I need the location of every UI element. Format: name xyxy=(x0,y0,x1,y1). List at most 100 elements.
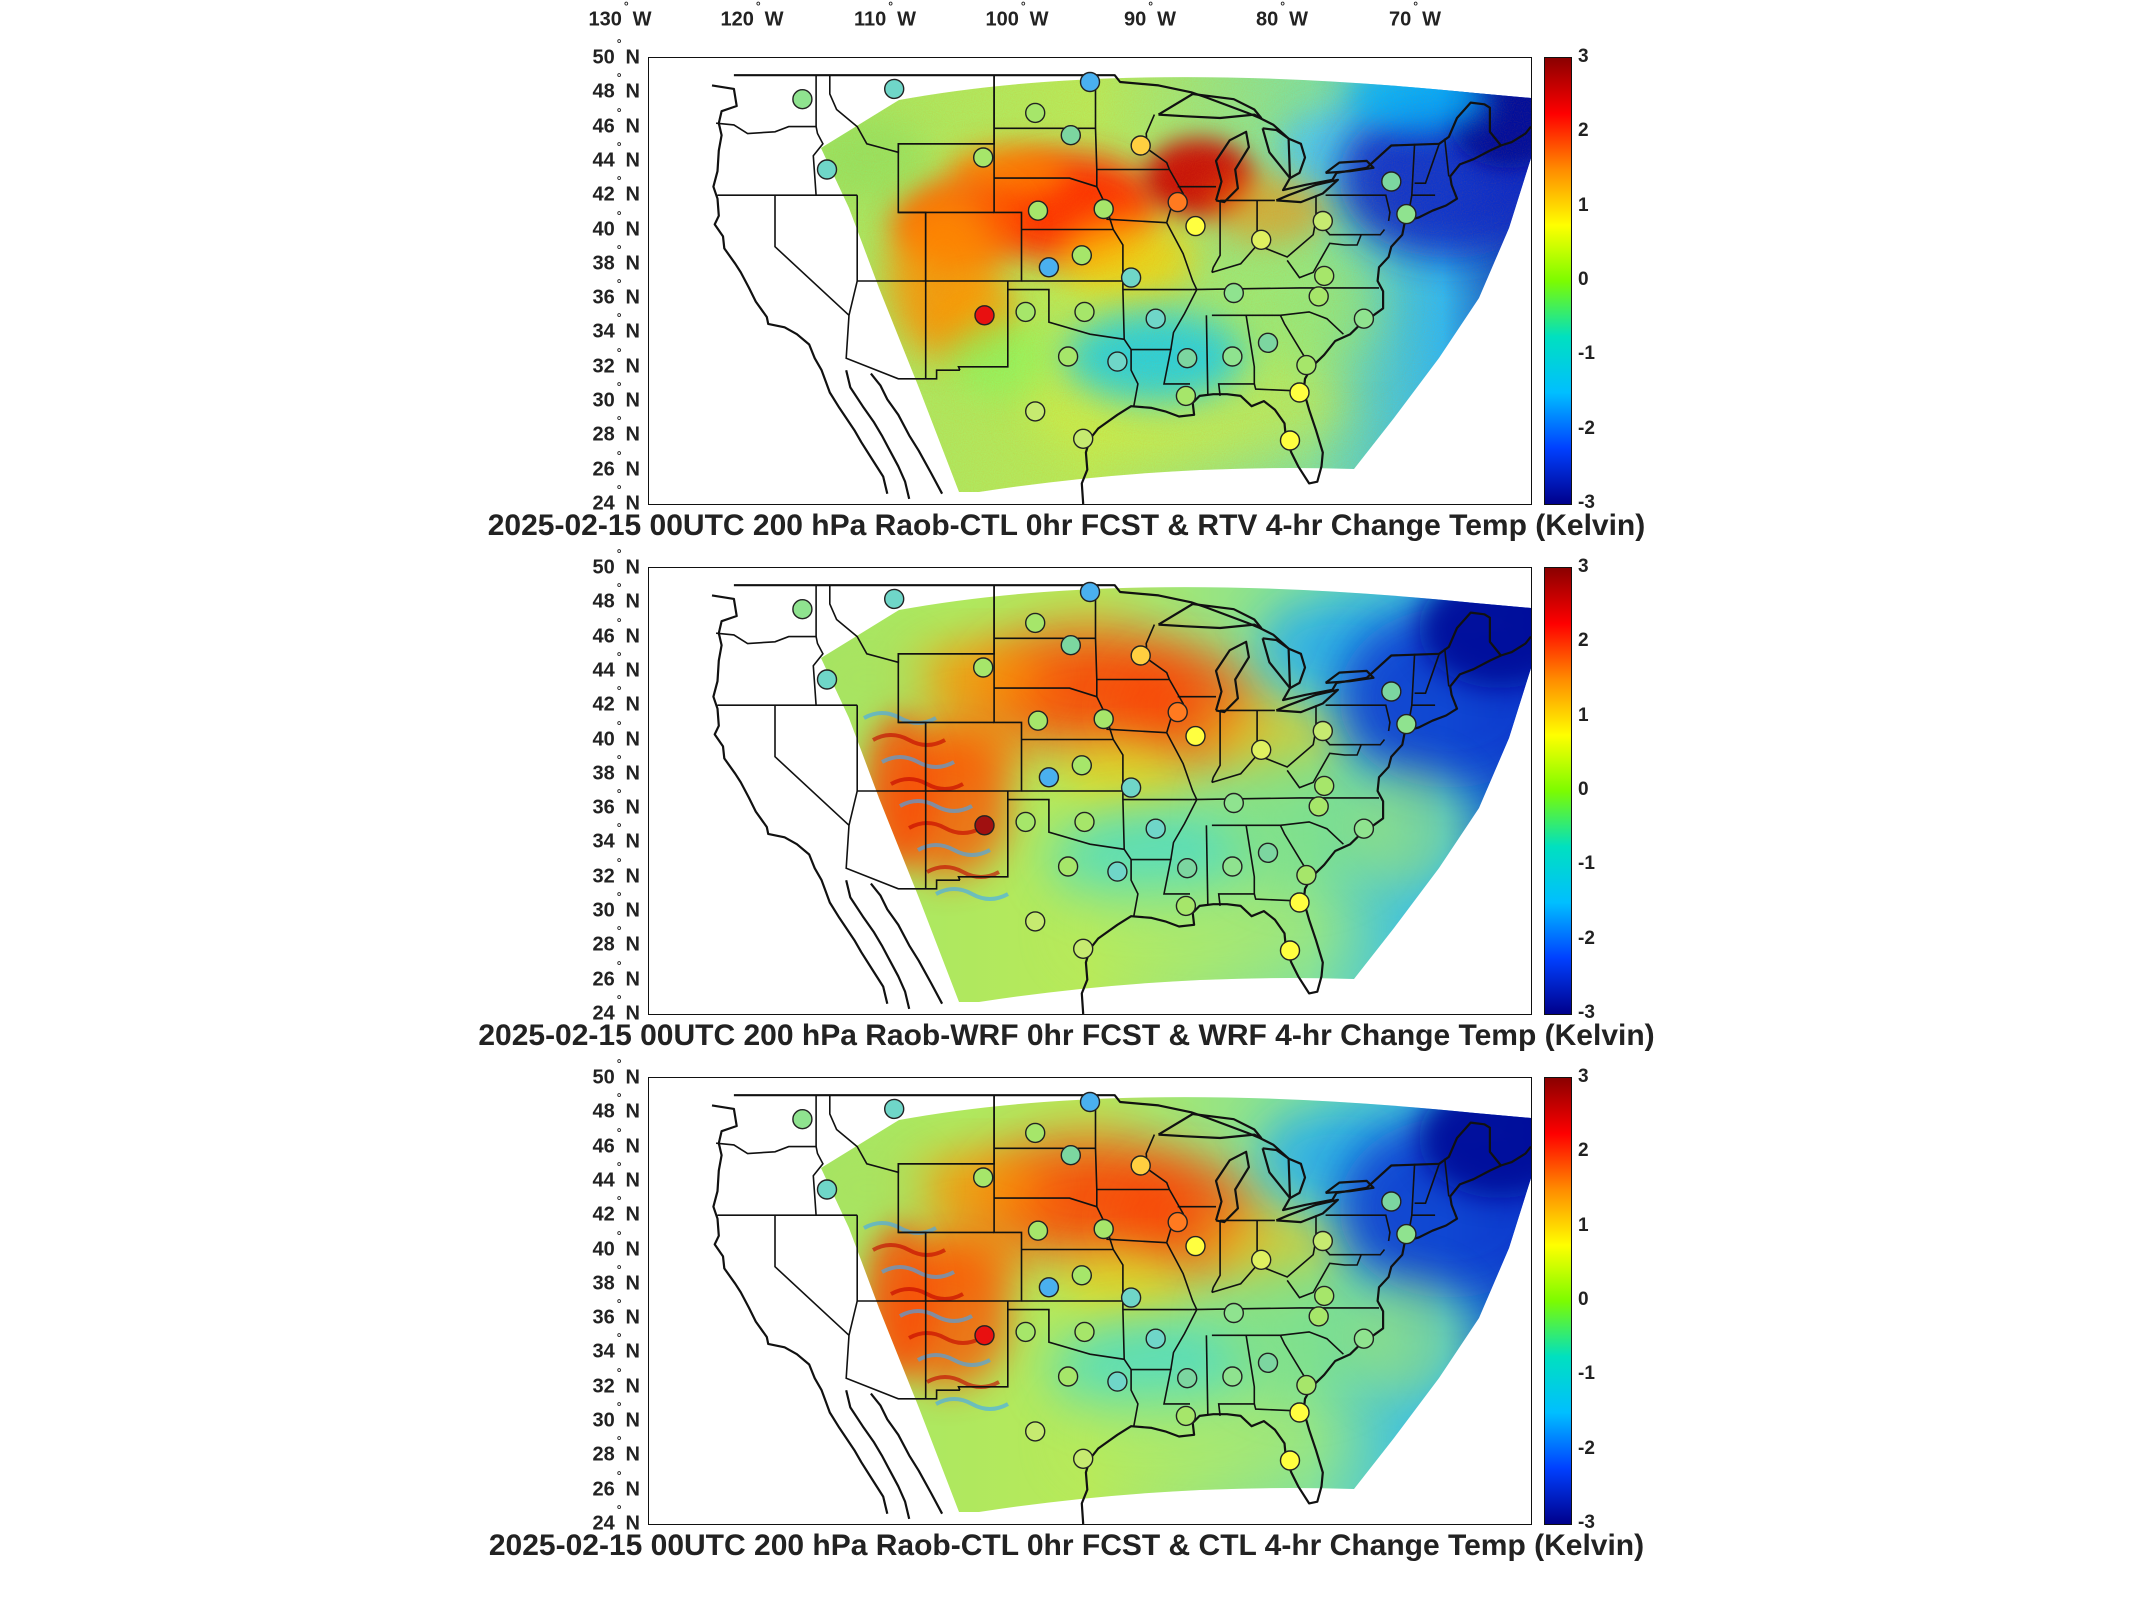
latitude-label: 44°N xyxy=(592,649,640,682)
station-marker xyxy=(1071,1265,1092,1286)
latitude-value: 26 xyxy=(592,968,615,991)
map-frame xyxy=(648,57,1532,505)
map-panel-rtv: 2025-02-15 00UTC 200 hPa Raob-CTL 0hr FC… xyxy=(0,37,2133,551)
station-marker xyxy=(1071,755,1092,776)
station-marker xyxy=(1120,1287,1142,1308)
station-marker xyxy=(1381,681,1402,702)
panel-title: 2025-02-15 00UTC 200 hPa Raob-CTL 0hr FC… xyxy=(488,1529,1645,1562)
latitude-value: 34 xyxy=(592,320,615,343)
latitude-value: 34 xyxy=(592,830,615,853)
longitude-value: 120 xyxy=(720,8,754,31)
station-marker xyxy=(1025,401,1046,422)
latitude-label: 42°N xyxy=(592,173,640,206)
longitude-value: 130 xyxy=(588,8,622,31)
station-marker xyxy=(1279,1450,1301,1471)
longitude-value: 80 xyxy=(1256,8,1279,31)
station-marker xyxy=(1396,1223,1417,1245)
longitude-axis: 130°W 120°W 110°W 100°W 90°W 80°W 70°W xyxy=(0,0,2133,50)
station-marker xyxy=(1289,1402,1310,1423)
latitude-label: 40°N xyxy=(592,718,640,750)
latitude-value: 30 xyxy=(592,899,615,922)
latitude-label: 30°N xyxy=(592,1399,640,1432)
station-marker xyxy=(973,1167,994,1188)
station-marker xyxy=(1257,842,1279,863)
station-marker xyxy=(1223,282,1244,304)
latitude-unit: N xyxy=(625,1134,640,1157)
latitude-label: 42°N xyxy=(592,683,640,716)
station-marker xyxy=(1167,1211,1188,1233)
colorbar-tick-label: -1 xyxy=(1578,343,1595,365)
station-marker xyxy=(1074,301,1095,323)
latitude-label: 48°N xyxy=(592,580,640,613)
colorbar xyxy=(1544,57,1572,505)
station-marker xyxy=(973,147,994,168)
station-marker xyxy=(1251,1249,1272,1271)
latitude-label: 32°N xyxy=(592,1365,640,1398)
station-marker xyxy=(1314,775,1335,797)
longitude-value: 100 xyxy=(985,8,1019,31)
station-marker xyxy=(1222,346,1243,367)
latitude-unit: N xyxy=(625,252,640,275)
latitude-unit: N xyxy=(625,659,640,682)
latitude-label: 50°N xyxy=(592,1056,640,1089)
station-marker xyxy=(1015,301,1036,323)
station-marker xyxy=(883,78,905,100)
station-marker xyxy=(1025,911,1046,932)
station-marker xyxy=(816,159,838,180)
colorbar-tick-label: -3 xyxy=(1578,492,1595,513)
station-marker xyxy=(1057,1366,1079,1387)
station-marker xyxy=(1120,777,1142,798)
latitude-unit: N xyxy=(625,492,640,515)
latitude-label: 46°N xyxy=(592,1125,640,1157)
latitude-value: 44 xyxy=(592,149,615,172)
colorbar-tick-label: -1 xyxy=(1578,853,1595,875)
colorbar-tick-label: -1 xyxy=(1578,1363,1595,1385)
station-marker xyxy=(1027,200,1049,221)
latitude-unit: N xyxy=(625,423,640,446)
station-marker xyxy=(1223,1302,1244,1324)
station-marker xyxy=(1107,351,1128,372)
station-marker xyxy=(1308,796,1329,817)
station-marker xyxy=(1289,382,1310,403)
station-marker xyxy=(1185,215,1206,237)
station-marker xyxy=(1057,856,1079,877)
temperature-map xyxy=(711,581,1531,1014)
map-frame xyxy=(648,1077,1532,1525)
colorbar-tick-label: 1 xyxy=(1578,704,1589,726)
colorbar-tick-label: 2 xyxy=(1578,630,1589,652)
station-marker xyxy=(1296,1374,1317,1396)
latitude-label: 28°N xyxy=(592,414,640,446)
latitude-value: 50 xyxy=(592,46,615,69)
longitude-label: 100°W xyxy=(985,0,1049,31)
latitude-value: 40 xyxy=(592,1237,615,1260)
longitude-unit: W xyxy=(1289,8,1308,31)
latitude-unit: N xyxy=(625,727,640,750)
latitude-value: 46 xyxy=(592,624,615,647)
panel-title: 2025-02-15 00UTC 200 hPa Raob-WRF 0hr FC… xyxy=(478,1019,1655,1052)
station-marker xyxy=(1107,861,1128,882)
station-marker xyxy=(1145,1328,1166,1349)
latitude-unit: N xyxy=(625,1512,640,1535)
latitude-label: 26°N xyxy=(592,958,640,991)
latitude-value: 32 xyxy=(592,865,615,888)
latitude-label: 48°N xyxy=(592,70,640,103)
colorbar-tick-label: 0 xyxy=(1578,269,1589,290)
latitude-value: 42 xyxy=(592,1203,615,1226)
latitude-unit: N xyxy=(625,286,640,309)
longitude-value: 70 xyxy=(1389,8,1412,31)
station-marker xyxy=(1015,1321,1036,1343)
station-marker xyxy=(1222,856,1243,877)
latitude-unit: N xyxy=(625,1100,640,1123)
latitude-value: 42 xyxy=(592,693,615,716)
latitude-label: 30°N xyxy=(592,889,640,922)
longitude-unit: W xyxy=(764,8,784,31)
latitude-unit: N xyxy=(625,624,640,647)
station-marker xyxy=(1353,308,1375,329)
station-marker xyxy=(1381,171,1402,192)
station-marker xyxy=(1130,1155,1151,1176)
latitude-unit: N xyxy=(625,1237,640,1260)
station-marker xyxy=(1296,354,1317,376)
station-marker xyxy=(974,1325,995,1346)
latitude-value: 30 xyxy=(592,389,615,412)
geography-lines xyxy=(711,1094,1531,1524)
